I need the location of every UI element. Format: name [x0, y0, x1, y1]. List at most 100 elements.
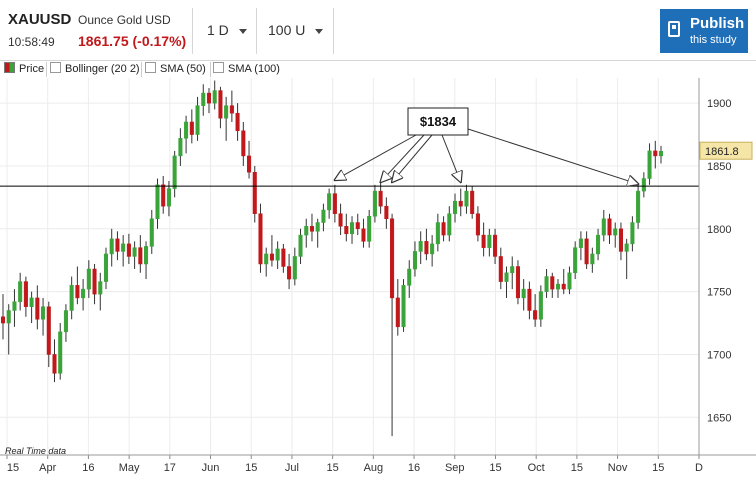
candle-up: [298, 234, 303, 257]
x-tick-label: May: [119, 462, 140, 474]
candle-up: [350, 222, 355, 235]
candle-down: [458, 200, 463, 207]
candle-up: [166, 188, 171, 207]
annotation-arrow: [467, 128, 638, 184]
legend-sma50[interactable]: SMA (50): [145, 62, 206, 75]
candle-up: [447, 213, 452, 236]
candle-down: [550, 276, 555, 290]
candle-up: [418, 241, 423, 252]
candle-up: [224, 105, 229, 119]
quote-time: 10:58:49: [8, 35, 55, 49]
x-tick-label: 15: [571, 462, 583, 474]
divider: [333, 8, 334, 54]
candle-up: [647, 150, 652, 179]
candle-up: [178, 138, 183, 157]
last-price-label: 1861.8: [705, 146, 739, 158]
candle-down: [561, 283, 566, 290]
candle-up: [109, 238, 114, 255]
candle-up: [212, 90, 217, 104]
x-tick-label: Sep: [445, 462, 465, 474]
y-tick-label: 1650: [707, 412, 731, 424]
x-tick-label: 16: [408, 462, 420, 474]
legend-bollinger[interactable]: Bollinger (20 2): [50, 62, 140, 75]
candle-down: [138, 247, 143, 265]
symbol-description: Ounce Gold USD: [78, 13, 171, 27]
y-tick-label: 1800: [707, 224, 731, 236]
candle-up: [435, 222, 440, 245]
candle-up: [155, 184, 160, 219]
y-tick-label: 1850: [707, 161, 731, 173]
realtime-note: Real Time data: [5, 446, 66, 456]
legend-sma100-label: SMA (100): [228, 63, 280, 75]
units-dropdown[interactable]: 100 U: [268, 22, 324, 38]
divider: [192, 8, 193, 54]
candle-down: [498, 256, 503, 282]
candle-up: [144, 246, 149, 265]
last-price-badge: [699, 141, 753, 160]
symbol: XAUUSD: [8, 11, 72, 28]
candle-up: [98, 281, 103, 295]
candle-up: [430, 243, 435, 255]
candle-up: [412, 251, 417, 270]
candle-up: [201, 92, 206, 106]
candle-down: [378, 190, 383, 207]
candle-up: [504, 272, 509, 282]
candle-down: [23, 281, 28, 307]
x-tick-label: Nov: [608, 462, 628, 474]
candle-down: [395, 297, 400, 328]
candle-up: [641, 178, 646, 192]
candle-up: [41, 306, 46, 320]
legend-price[interactable]: Price: [4, 62, 44, 75]
candle-down: [384, 205, 389, 219]
candle-down: [355, 222, 360, 230]
candle-up: [658, 150, 664, 157]
candle-down: [390, 218, 395, 299]
candle-up: [18, 281, 23, 302]
x-tick-label: 15: [245, 462, 257, 474]
candle-up: [103, 253, 109, 282]
x-tick-label: 15: [489, 462, 501, 474]
x-tick-label: 15: [327, 462, 339, 474]
candle-down: [533, 310, 538, 320]
candle-down: [653, 150, 658, 157]
y-tick-label: 1700: [707, 349, 731, 361]
candle-up: [315, 222, 320, 232]
candle-up: [590, 253, 595, 265]
overlay: $1834 1861.8: [0, 107, 753, 186]
checkbox-icon: [213, 62, 224, 73]
candle-up: [544, 276, 549, 292]
candle-up: [12, 301, 17, 311]
x-tick-label: Jul: [285, 462, 299, 474]
candle-up: [172, 155, 177, 189]
candle-down: [247, 155, 252, 173]
axes: 15 Apr 16 May 17 Jun 15 Jul 15 Aug 16 Sep 15 Oct 15 Nov…: [0, 78, 756, 474]
x-tick-label: Aug: [364, 462, 384, 474]
candle-down: [527, 288, 532, 311]
candle-up: [149, 218, 154, 247]
candle-down: [92, 268, 97, 295]
candle-up: [372, 190, 377, 217]
last-price: 1861.75 (-0.17%): [78, 33, 187, 49]
legend-sma100[interactable]: SMA (100): [213, 62, 280, 75]
candle-up: [304, 226, 309, 236]
candle-down: [189, 121, 194, 135]
checkbox-icon: [50, 62, 61, 73]
candle-up: [510, 266, 515, 274]
candle-down: [493, 234, 498, 257]
candle-up: [264, 253, 269, 265]
candle-down: [470, 190, 475, 214]
interval-dropdown[interactable]: 1 D: [207, 22, 247, 38]
publish-button[interactable]: Publish this study: [660, 9, 748, 53]
candle-up: [69, 285, 74, 311]
price-chart[interactable]: $1834 1861.8 15 Apr 16 May 17 Jun 15 Jul 15 Aug 16 S…: [0, 78, 756, 483]
candle-up: [401, 285, 406, 328]
y-tick-label: 1900: [707, 98, 731, 110]
candle-down: [75, 285, 80, 299]
candle-down: [584, 238, 589, 265]
checkbox-icon: [145, 62, 156, 73]
candle-up: [58, 331, 63, 374]
candle-up: [29, 297, 34, 307]
divider: [141, 62, 142, 77]
x-tick-label: Jun: [202, 462, 220, 474]
candle-up: [121, 243, 126, 252]
